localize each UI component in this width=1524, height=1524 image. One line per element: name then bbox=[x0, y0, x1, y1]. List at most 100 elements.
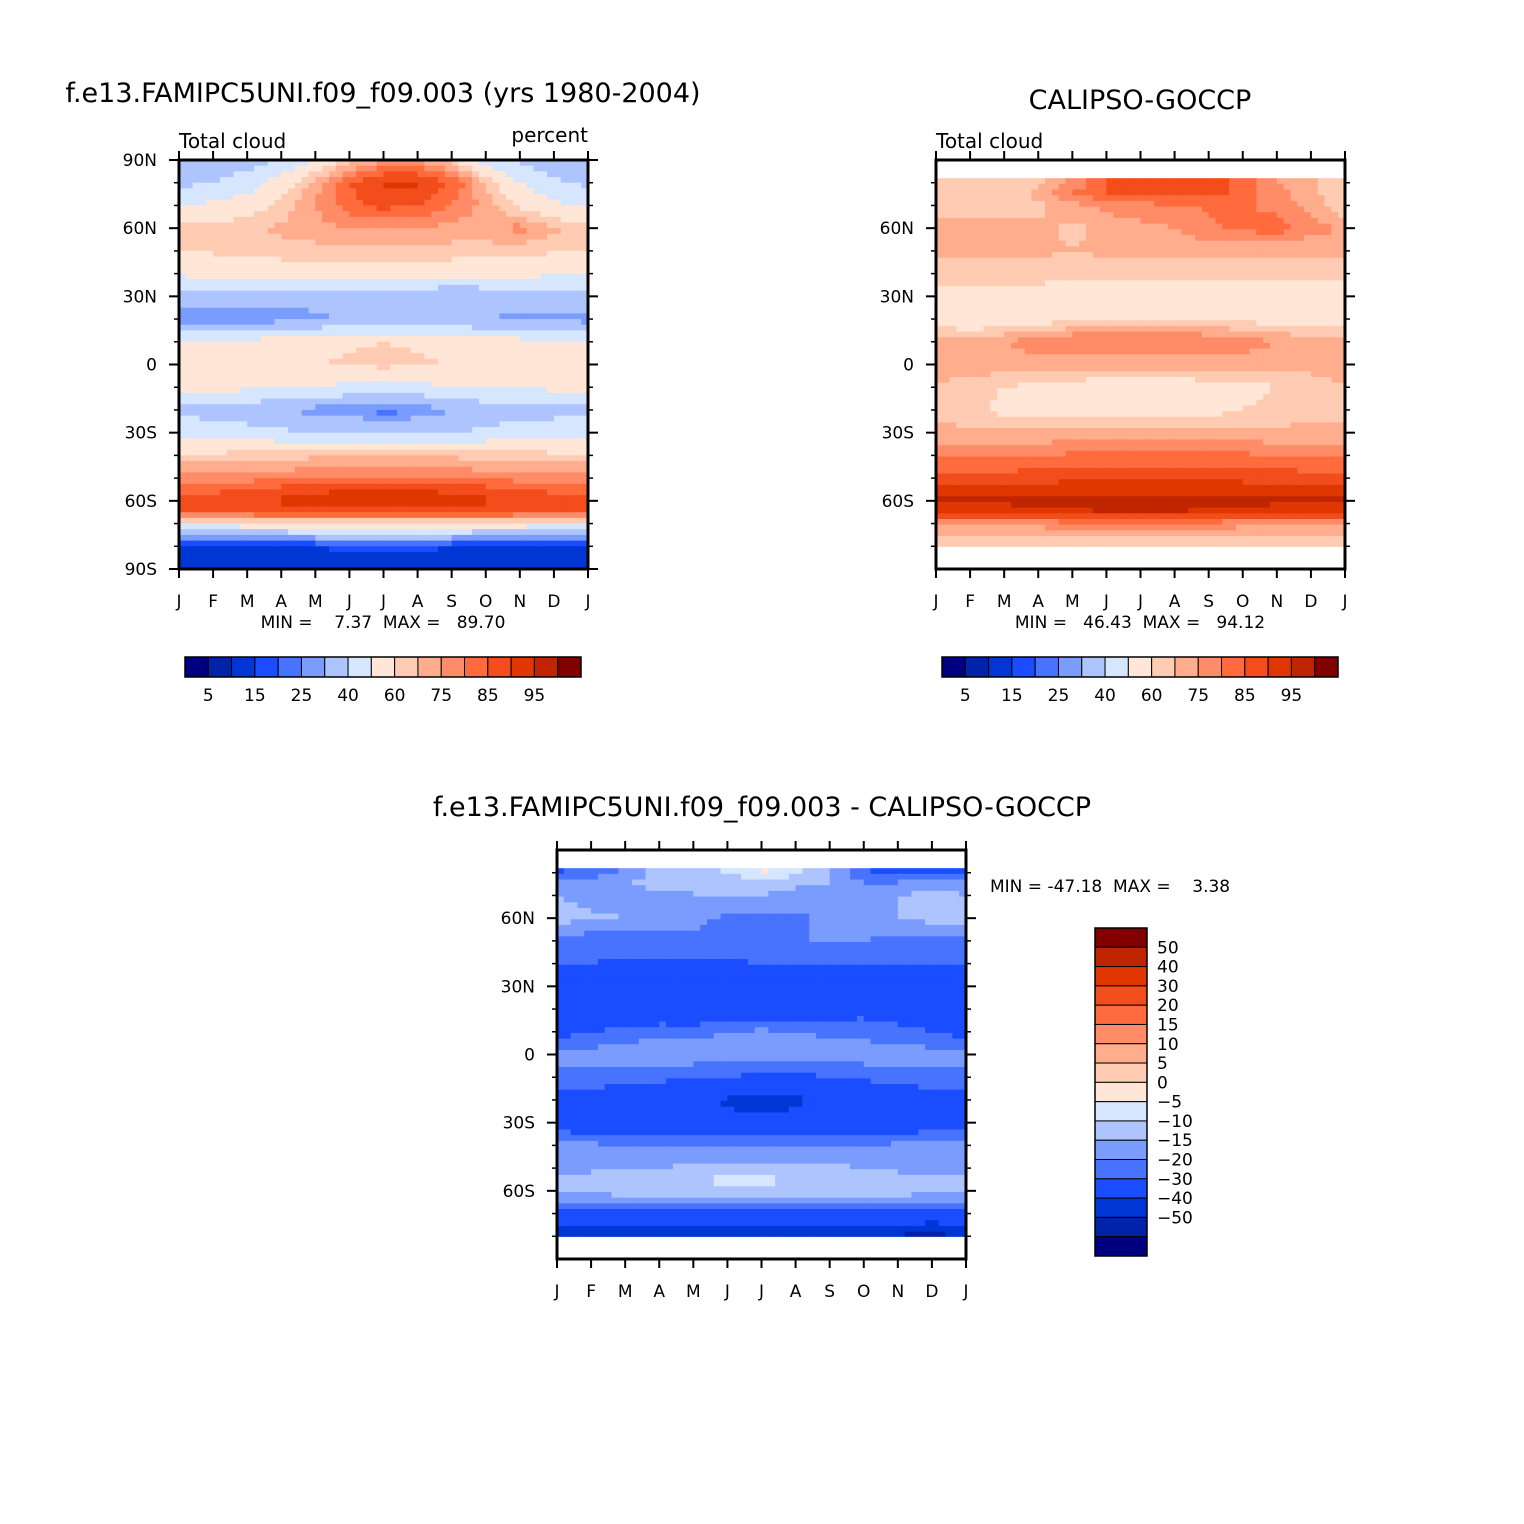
field-cell bbox=[213, 211, 221, 218]
x-tick-label: A bbox=[275, 592, 287, 612]
field-cell bbox=[1017, 178, 1026, 185]
field-cell bbox=[417, 222, 425, 229]
field-cell bbox=[533, 358, 541, 366]
field-cell bbox=[226, 563, 235, 569]
field-cell bbox=[403, 523, 412, 530]
field-cell bbox=[397, 415, 405, 422]
field-cell bbox=[438, 370, 446, 377]
field-cell bbox=[492, 222, 500, 229]
field-cell bbox=[1188, 183, 1196, 191]
field-cell bbox=[390, 421, 398, 428]
field-cell bbox=[247, 194, 255, 201]
field-cell bbox=[376, 177, 385, 184]
field-cell bbox=[342, 512, 351, 519]
field-cell bbox=[281, 171, 289, 178]
field-cell bbox=[335, 387, 344, 394]
field-cell bbox=[335, 444, 344, 451]
field-cell bbox=[308, 449, 316, 456]
field-cell bbox=[1167, 217, 1176, 225]
field-cell bbox=[390, 160, 398, 167]
field-cell bbox=[431, 358, 439, 366]
field-cell bbox=[410, 432, 419, 439]
field-cell bbox=[219, 165, 228, 172]
field-cell bbox=[513, 415, 521, 422]
field-cell bbox=[581, 319, 588, 326]
field-cell bbox=[369, 364, 378, 371]
field-cell bbox=[438, 432, 446, 439]
field-cell bbox=[499, 455, 507, 462]
field-cell bbox=[253, 347, 262, 354]
field-cell bbox=[581, 500, 588, 508]
field-cell bbox=[328, 512, 337, 519]
field-cell bbox=[533, 370, 541, 377]
field-cell bbox=[315, 466, 323, 474]
field-cell bbox=[410, 279, 419, 286]
field-cell bbox=[451, 392, 460, 400]
field-cell bbox=[990, 183, 998, 191]
field-cell bbox=[294, 262, 303, 269]
field-cell bbox=[274, 273, 282, 280]
field-cell bbox=[1031, 212, 1039, 219]
field-cell bbox=[363, 341, 371, 349]
field-cell bbox=[1113, 195, 1121, 202]
field-cell bbox=[1106, 212, 1114, 219]
field-cell bbox=[274, 534, 282, 542]
field-cell bbox=[233, 353, 241, 360]
field-cell bbox=[281, 256, 289, 263]
field-cell bbox=[369, 398, 378, 405]
field-cell bbox=[485, 466, 494, 474]
field-cell bbox=[458, 370, 466, 377]
field-cell bbox=[315, 375, 323, 383]
field-cell bbox=[533, 387, 541, 394]
field-cell bbox=[472, 267, 480, 275]
field-cell bbox=[451, 222, 460, 229]
field-cell bbox=[410, 245, 419, 252]
field-cell bbox=[342, 455, 351, 462]
field-cell bbox=[301, 302, 310, 309]
field-cell bbox=[247, 529, 255, 536]
field-cell bbox=[1290, 217, 1298, 225]
field-cell bbox=[315, 353, 323, 360]
field-cell bbox=[274, 245, 282, 252]
field-cell bbox=[560, 512, 569, 519]
field-cell bbox=[506, 387, 514, 394]
field-cell bbox=[513, 262, 521, 269]
field-cell bbox=[1160, 178, 1169, 185]
field-cell bbox=[219, 273, 228, 280]
field-cell bbox=[315, 381, 323, 388]
field-cell bbox=[1126, 212, 1135, 219]
field-cell bbox=[451, 177, 460, 184]
field-cell bbox=[574, 233, 582, 241]
field-cell bbox=[997, 183, 1005, 191]
field-cell bbox=[942, 178, 951, 185]
field-cell bbox=[513, 381, 521, 388]
field-cell bbox=[485, 415, 494, 422]
field-cell bbox=[451, 188, 460, 195]
field-cell bbox=[492, 233, 500, 241]
field-cell bbox=[356, 216, 364, 224]
field-cell bbox=[308, 421, 316, 428]
field-cell bbox=[301, 319, 310, 326]
field-cell bbox=[410, 319, 419, 326]
field-cell bbox=[547, 160, 555, 167]
field-cell bbox=[1222, 217, 1230, 225]
field-cell bbox=[294, 506, 303, 513]
field-cell bbox=[281, 455, 289, 462]
field-cell bbox=[179, 319, 187, 326]
field-cell bbox=[397, 506, 405, 513]
field-cell bbox=[553, 336, 562, 343]
field-cell bbox=[526, 398, 535, 405]
field-cell bbox=[349, 426, 357, 434]
field-cell bbox=[1188, 200, 1196, 208]
field-cell bbox=[581, 438, 588, 445]
field-cell bbox=[342, 245, 351, 252]
field-cell bbox=[192, 279, 201, 286]
field-cell bbox=[383, 387, 391, 394]
field-cell bbox=[363, 296, 371, 303]
colorbar-box bbox=[300, 656, 326, 678]
field-cell bbox=[335, 540, 344, 547]
field-cell bbox=[240, 495, 248, 502]
field-cell bbox=[315, 483, 323, 491]
field-cell bbox=[1317, 217, 1326, 225]
field-cell bbox=[492, 307, 500, 314]
